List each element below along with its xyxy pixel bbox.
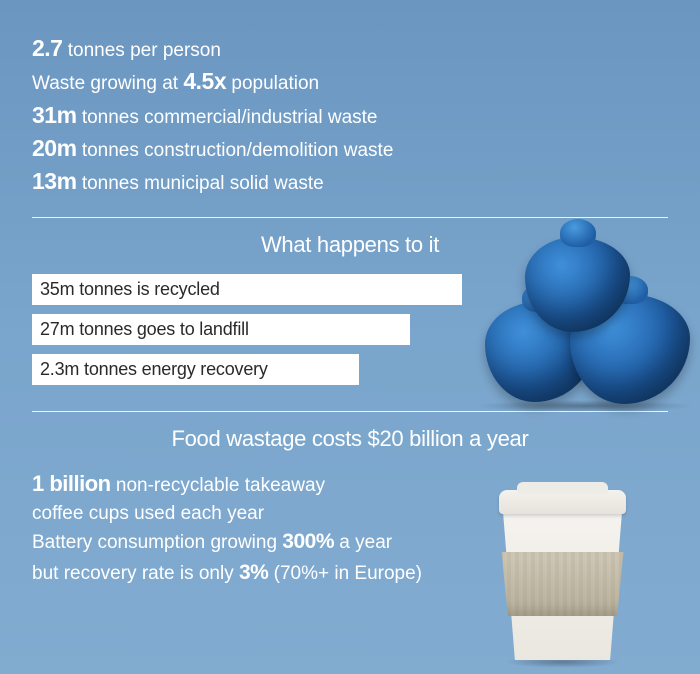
food-battery-line2: but recovery rate is only 3% (70%+ in Eu… <box>32 558 462 588</box>
outcome-bars: 35m tonnes is recycled 27m tonnes goes t… <box>32 274 462 385</box>
stat-text: population <box>226 73 319 94</box>
stat-value: 13m <box>32 168 77 194</box>
stat-text: tonnes commercial/industrial waste <box>77 107 378 128</box>
section-title-food-wastage: Food wastage costs $20 billion a year <box>32 426 668 452</box>
food-stats-block: 1 billion non-recyclable takeaway coffee… <box>32 468 462 588</box>
stat-value: 4.5x <box>183 68 226 94</box>
trash-bags-icon <box>465 220 695 410</box>
stat-construction: 20m tonnes construction/demolition waste <box>32 132 668 165</box>
stat-value: 2.7 <box>32 35 62 61</box>
bar-energy-recovery: 2.3m tonnes energy recovery <box>32 354 359 385</box>
divider <box>32 217 668 218</box>
stat-text: tonnes municipal solid waste <box>77 173 324 194</box>
stat-text: non-recyclable takeaway <box>111 475 325 496</box>
stat-growth: Waste growing at 4.5x population <box>32 65 668 98</box>
stat-text: tonnes construction/demolition waste <box>77 140 394 161</box>
stat-value: 300% <box>282 530 334 553</box>
stat-text: Waste growing at <box>32 73 183 94</box>
stat-per-person: 2.7 tonnes per person <box>32 32 668 65</box>
stat-value: 31m <box>32 102 77 128</box>
stat-value: 1 billion <box>32 471 111 496</box>
stat-text: (70%+ in Europe) <box>268 563 422 584</box>
stat-text: a year <box>334 532 392 553</box>
stat-text: Battery consumption growing <box>32 532 282 553</box>
waste-stats-block: 2.7 tonnes per person Waste growing at 4… <box>32 32 668 199</box>
stat-value: 20m <box>32 135 77 161</box>
food-cups-line1: 1 billion non-recyclable takeaway <box>32 468 462 500</box>
stat-text: tonnes per person <box>62 40 220 61</box>
stat-text: but recovery rate is only <box>32 563 239 584</box>
coffee-cup-icon <box>495 490 630 660</box>
bar-landfill: 27m tonnes goes to landfill <box>32 314 410 345</box>
food-cups-line2: coffee cups used each year <box>32 500 462 528</box>
stat-commercial: 31m tonnes commercial/industrial waste <box>32 99 668 132</box>
stat-value: 3% <box>239 561 268 584</box>
stat-municipal: 13m tonnes municipal solid waste <box>32 165 668 198</box>
food-battery-line1: Battery consumption growing 300% a year <box>32 527 462 557</box>
bar-recycled: 35m tonnes is recycled <box>32 274 462 305</box>
